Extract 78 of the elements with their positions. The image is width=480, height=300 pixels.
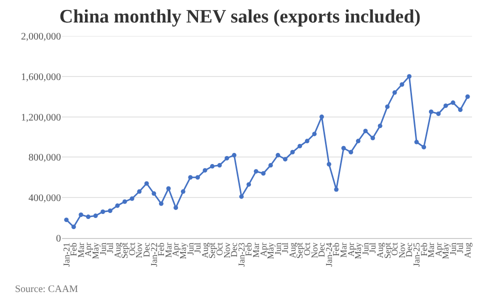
point (254, 169, 258, 174)
point (246, 182, 252, 187)
point (166, 186, 171, 191)
point (436, 112, 441, 116)
point (356, 138, 360, 144)
point (188, 175, 193, 180)
point (282, 156, 288, 162)
point (137, 189, 142, 194)
chart-title: China monthly NEV sales (exports included) (59, 6, 421, 28)
x-tick-label: Aug (462, 242, 473, 258)
point (180, 189, 186, 194)
source-note: Source: CAAM (15, 284, 78, 295)
point (298, 144, 302, 148)
x-tick-label: Apr (258, 242, 268, 257)
y-tick-label: 1,200,000 (21, 112, 61, 124)
point (144, 181, 149, 186)
point (392, 90, 397, 95)
point (363, 128, 368, 134)
point (86, 214, 91, 220)
point (78, 212, 84, 218)
point (414, 140, 419, 144)
point (239, 194, 244, 199)
point (407, 74, 412, 79)
point (348, 150, 354, 154)
x-tick-label: Jul (368, 242, 378, 254)
point (122, 199, 127, 204)
x-tick-label: Apr (83, 242, 94, 257)
x-tick-label: Nov (309, 242, 320, 258)
point (370, 136, 376, 140)
point (108, 208, 112, 213)
point (217, 163, 222, 168)
point (304, 138, 310, 144)
point (385, 104, 390, 109)
x-tick-label: Nov (134, 242, 144, 258)
y-tick-label: 0 (56, 234, 61, 244)
point (100, 209, 106, 214)
point (465, 94, 470, 99)
point (443, 103, 448, 108)
point (261, 171, 266, 176)
y-tick-label: 800,000 (28, 152, 61, 164)
point (71, 224, 76, 230)
x-tick-label: Feb (331, 242, 342, 256)
point (326, 162, 332, 167)
point (195, 175, 200, 180)
point (319, 114, 324, 120)
point (152, 191, 156, 196)
point (400, 82, 404, 87)
point (64, 218, 69, 222)
x-tick-label: Apr (170, 242, 181, 257)
point (428, 110, 434, 114)
point (422, 144, 426, 150)
point (341, 146, 346, 150)
point (115, 203, 120, 208)
point (450, 100, 456, 105)
x-tick-label: Feb (418, 242, 429, 256)
point (158, 201, 164, 206)
y-tick-label: 1,600,000 (21, 72, 61, 83)
point (334, 187, 339, 192)
point (378, 124, 382, 128)
point (130, 196, 134, 201)
x-tick-label: Jan-21 (61, 242, 72, 267)
point (276, 152, 280, 158)
point (312, 132, 317, 136)
x-tick-label: Jul (455, 242, 466, 254)
point (232, 152, 236, 158)
point (210, 164, 215, 169)
point (290, 150, 295, 154)
x-tick-label: Aug (375, 242, 386, 258)
point (268, 163, 273, 168)
x-tick-label: Nov (222, 242, 232, 258)
point (224, 156, 230, 160)
y-tick-label: 400,000 (28, 193, 61, 204)
point (93, 214, 98, 218)
y-tick-label: 2,000,000 (21, 32, 61, 42)
point (174, 205, 178, 210)
point (202, 168, 208, 173)
point (458, 107, 463, 112)
x-tick-label: Nov (396, 242, 407, 258)
